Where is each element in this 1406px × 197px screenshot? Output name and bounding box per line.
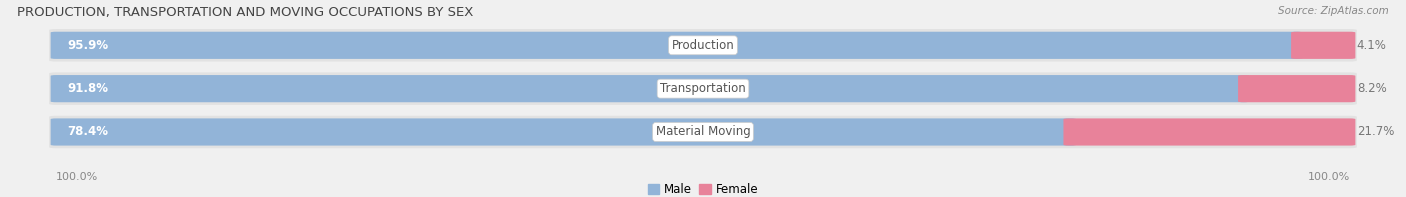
Text: 4.1%: 4.1%	[1357, 39, 1386, 52]
FancyBboxPatch shape	[1063, 118, 1355, 146]
FancyBboxPatch shape	[1239, 75, 1355, 102]
FancyBboxPatch shape	[51, 32, 1302, 59]
Legend: Male, Female: Male, Female	[643, 178, 763, 197]
Text: 100.0%: 100.0%	[1308, 172, 1350, 182]
Text: 78.4%: 78.4%	[67, 125, 108, 138]
FancyBboxPatch shape	[49, 72, 1357, 105]
Text: Transportation: Transportation	[661, 82, 745, 95]
Text: PRODUCTION, TRANSPORTATION AND MOVING OCCUPATIONS BY SEX: PRODUCTION, TRANSPORTATION AND MOVING OC…	[17, 6, 474, 19]
Text: 8.2%: 8.2%	[1357, 82, 1386, 95]
FancyBboxPatch shape	[49, 29, 1357, 61]
Text: 95.9%: 95.9%	[67, 39, 108, 52]
Text: Source: ZipAtlas.com: Source: ZipAtlas.com	[1278, 6, 1389, 16]
FancyBboxPatch shape	[1291, 32, 1355, 59]
Text: 21.7%: 21.7%	[1357, 125, 1395, 138]
Text: 91.8%: 91.8%	[67, 82, 108, 95]
FancyBboxPatch shape	[49, 116, 1357, 148]
Text: Production: Production	[672, 39, 734, 52]
FancyBboxPatch shape	[51, 75, 1250, 102]
Text: 100.0%: 100.0%	[56, 172, 98, 182]
Text: Material Moving: Material Moving	[655, 125, 751, 138]
FancyBboxPatch shape	[51, 118, 1076, 146]
